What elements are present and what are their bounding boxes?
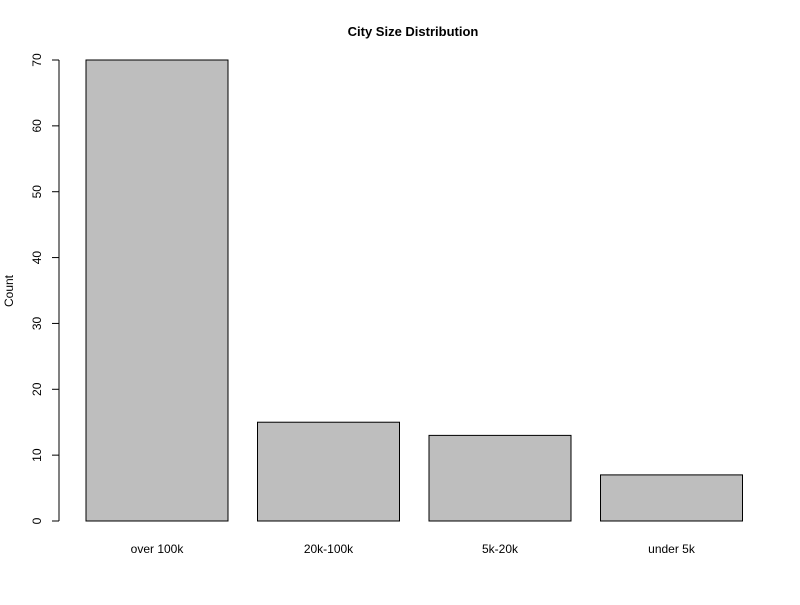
- y-tick-label: 10: [30, 448, 44, 462]
- y-axis-label: Count: [2, 274, 16, 307]
- y-tick-label: 30: [30, 316, 44, 330]
- y-tick-label: 0: [30, 517, 44, 524]
- y-tick-label: 40: [30, 251, 44, 265]
- x-axis-labels: over 100k 20k-100k 5k-20k under 5k: [131, 542, 696, 556]
- y-tick-label: 70: [30, 53, 44, 67]
- bar-over-100k: [85, 59, 229, 522]
- bar-5k-20k: [428, 434, 572, 522]
- x-tick-label: 5k-20k: [482, 542, 519, 556]
- x-tick-label: under 5k: [648, 542, 696, 556]
- bar-under-5k: [600, 474, 743, 522]
- chart-title: City Size Distribution: [348, 24, 479, 39]
- y-axis: 0 10 20 30 40 50 60 70: [30, 53, 60, 524]
- y-tick-label: 60: [30, 119, 44, 133]
- x-tick-label: over 100k: [131, 542, 185, 556]
- x-tick-label: 20k-100k: [304, 542, 354, 556]
- y-tick-label: 50: [30, 185, 44, 199]
- bars-layer: [85, 59, 743, 522]
- y-tick-label: 20: [30, 382, 44, 396]
- bar-20k-100k: [257, 421, 400, 522]
